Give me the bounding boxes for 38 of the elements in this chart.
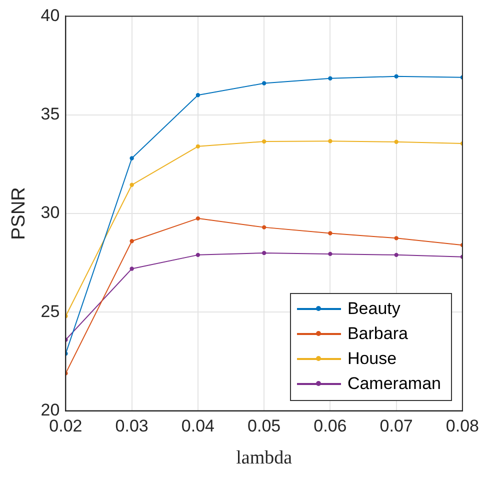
legend-label: House [347,349,397,370]
x-tick-label: 0.06 [314,416,347,436]
point [262,139,266,144]
x-tick-label: 0.05 [248,416,281,436]
point [196,216,200,221]
point [196,144,200,149]
y-tick-label: 20 [40,400,60,420]
point [394,236,398,240]
point [328,76,332,80]
legend-label: Beauty [347,299,400,320]
point [262,225,266,230]
x-tick-label: 0.07 [380,416,413,436]
legend-label: Cameraman [347,374,441,394]
point [394,252,398,258]
y-axis-title: PSNR [8,187,30,240]
point [130,182,134,187]
point [394,74,398,78]
y-tick-label: 30 [40,203,60,222]
legend-label: Barbara [347,324,408,344]
point [262,250,266,256]
point [130,239,134,244]
x-tick-label: 0.08 [446,416,480,436]
point [130,266,134,271]
x-axis-title: lambda [236,448,293,469]
point [394,140,398,144]
y-tick-label: 40 [40,6,60,25]
y-tick-label: 25 [40,302,60,321]
x-tick-label: 0.02 [49,416,82,436]
point [328,138,332,144]
point [196,252,200,258]
point [196,93,200,98]
y-tick-label: 35 [40,104,60,124]
x-tick-label: 0.03 [115,416,148,436]
point [328,231,332,236]
x-tick-label: 0.04 [181,416,215,436]
point [130,156,134,160]
point [328,252,332,256]
point [262,81,266,86]
